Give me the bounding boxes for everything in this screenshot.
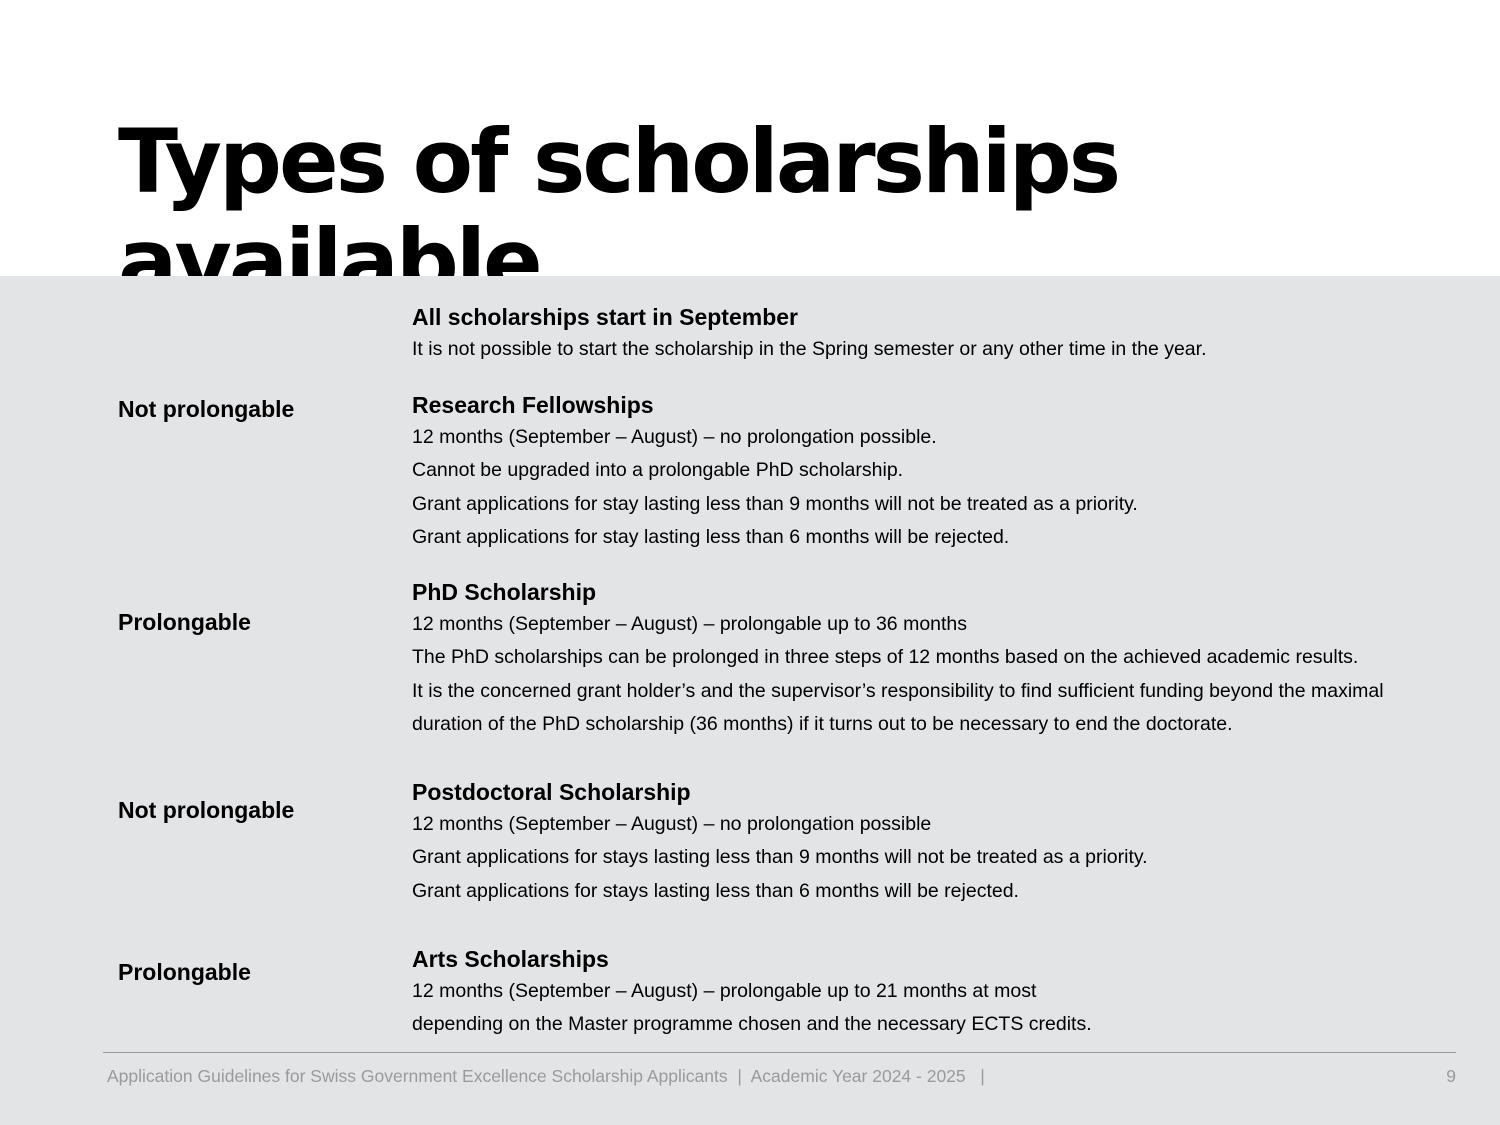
page-title: Types of scholarships available (118, 110, 1121, 313)
detail-line: It is the concerned grant holder’s and t… (412, 679, 1384, 702)
detail-line: depending on the Master programme chosen… (412, 1013, 1092, 1036)
section-details: It is not possible to start the scholars… (412, 338, 1206, 371)
section-details: 12 months (September – August) – no prol… (412, 813, 1148, 913)
prolongation-label: Prolongable (118, 959, 251, 985)
section-details: 12 months (September – August) – prolong… (412, 613, 1384, 747)
section-details: 12 months (September – August) – no prol… (412, 426, 1138, 560)
detail-line: Grant applications for stay lasting less… (412, 526, 1010, 549)
prolongation-label: Not prolongable (118, 797, 295, 823)
section-heading: Postdoctoral Scholarship (412, 779, 691, 805)
prolongation-label: Prolongable (118, 609, 251, 635)
section-heading: Research Fellowships (412, 392, 654, 418)
detail-line: Grant applications for stays lasting les… (412, 846, 1148, 869)
footer-text: Application Guidelines for Swiss Governm… (107, 1066, 985, 1086)
detail-line: Grant applications for stays lasting les… (412, 879, 1019, 902)
content-panel (0, 276, 1500, 1125)
section-heading: All scholarships start in September (412, 304, 799, 330)
detail-line: Cannot be upgraded into a prolongable Ph… (412, 459, 904, 482)
detail-line: The PhD scholarships can be prolonged in… (412, 646, 1359, 669)
detail-line: duration of the PhD scholarship (36 mont… (412, 713, 1233, 736)
section-heading: PhD Scholarship (412, 579, 597, 605)
detail-line: 12 months (September – August) – no prol… (412, 426, 937, 448)
footer-divider (103, 1052, 1456, 1053)
section-heading: Arts Scholarships (412, 946, 609, 972)
detail-line: It is not possible to start the scholars… (412, 338, 1207, 360)
detail-line: Grant applications for stay lasting less… (412, 492, 1138, 515)
detail-line: 12 months (September – August) – prolong… (412, 613, 968, 635)
detail-line: 12 months (September – August) – prolong… (412, 980, 1037, 1002)
section-details: 12 months (September – August) – prolong… (412, 980, 1092, 1047)
prolongation-label: Not prolongable (118, 396, 295, 422)
page-number: 9 (1446, 1066, 1456, 1086)
detail-line: 12 months (September – August) – no prol… (412, 813, 932, 835)
